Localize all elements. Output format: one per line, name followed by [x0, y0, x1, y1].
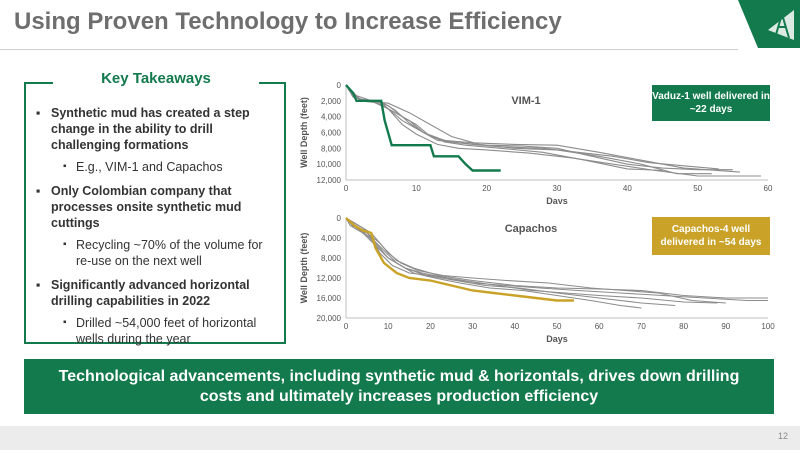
y-tick-label: 0 — [337, 81, 342, 90]
x-tick-label: 100 — [761, 322, 775, 331]
takeaway-subitem: Recycling ~70% of the volume for re-use … — [36, 237, 274, 269]
vaduz-callout: Vaduz-1 well delivered in ~22 days — [652, 85, 770, 121]
y-tick-label: 10,000 — [317, 160, 342, 169]
company-logo-icon — [738, 0, 800, 48]
takeaway-subitem: Drilled ~54,000 feet of horizontal wells… — [36, 315, 274, 347]
vim-chart: 0 2,000 4,000 6,000 8,000 10,000 12,000 0 10 20 30… — [296, 80, 776, 209]
x-tick-label: 60 — [764, 184, 773, 193]
chart-title: VIM-1 — [511, 95, 540, 107]
y-axis-label: Well Depth (feet) — [299, 233, 309, 304]
x-tick-label: 40 — [510, 322, 519, 331]
takeaway-subitem: E.g., VIM-1 and Capachos — [36, 159, 274, 175]
y-tick-label: 8,000 — [321, 254, 342, 263]
x-tick-label: 80 — [679, 322, 688, 331]
y-tick-label: 16,000 — [317, 294, 342, 303]
x-axis-label: Days — [546, 334, 568, 344]
page-number: 12 — [777, 431, 788, 441]
y-tick-label: 6,000 — [321, 129, 342, 138]
takeaway-item: Only Colombian company that processes on… — [36, 183, 274, 231]
conclusion-banner: Technological advancements, including sy… — [24, 359, 774, 414]
y-tick-label: 20,000 — [317, 314, 342, 323]
y-axis-label: Well Depth (feet) — [299, 97, 309, 168]
offset-well-line — [345, 84, 663, 172]
y-tick-label: 4,000 — [321, 234, 342, 243]
takeaway-item: Significantly advanced horizontal drilli… — [36, 277, 274, 309]
y-tick-label: 12,000 — [317, 176, 342, 185]
x-tick-label: 90 — [721, 322, 730, 331]
x-tick-label: 60 — [595, 322, 604, 331]
offset-well-line — [345, 217, 676, 307]
takeaway-item: Synthetic mud has created a step change … — [36, 105, 274, 153]
capachos-callout: Capachos-4 well delivered in ~54 days — [652, 217, 770, 255]
y-tick-label: 12,000 — [317, 274, 342, 283]
x-tick-label: 0 — [344, 184, 349, 193]
capachos-chart: 0 4,000 8,000 12,000 16,000 20,000 0 10 20 30 40 50… — [296, 210, 776, 357]
takeaways-list: Synthetic mud has created a step change … — [36, 105, 274, 347]
chart-title: Capachos — [505, 223, 558, 235]
x-tick-label: 40 — [623, 184, 632, 193]
slide-title: Using Proven Technology to Increase Effi… — [14, 8, 562, 35]
offset-well-line — [345, 217, 768, 299]
x-tick-label: 70 — [637, 322, 646, 331]
x-axis-label: Days — [546, 196, 568, 204]
x-tick-label: 50 — [553, 322, 562, 331]
highlight-well-line — [345, 84, 501, 172]
offset-well-line — [345, 84, 761, 177]
x-tick-label: 30 — [553, 184, 562, 193]
x-tick-label: 50 — [693, 184, 702, 193]
x-tick-label: 30 — [468, 322, 477, 331]
highlight-well-line — [345, 217, 574, 302]
x-tick-label: 0 — [344, 322, 349, 331]
y-tick-label: 8,000 — [321, 144, 342, 153]
y-tick-label: 0 — [337, 214, 342, 223]
y-tick-label: 4,000 — [321, 113, 342, 122]
takeaways-title: Key Takeaways — [101, 70, 211, 87]
footer-bar — [0, 426, 800, 450]
y-tick-label: 2,000 — [321, 97, 342, 106]
title-divider — [0, 49, 738, 50]
x-tick-label: 20 — [426, 322, 435, 331]
x-tick-label: 10 — [412, 184, 421, 193]
x-tick-label: 20 — [482, 184, 491, 193]
x-tick-label: 10 — [384, 322, 393, 331]
